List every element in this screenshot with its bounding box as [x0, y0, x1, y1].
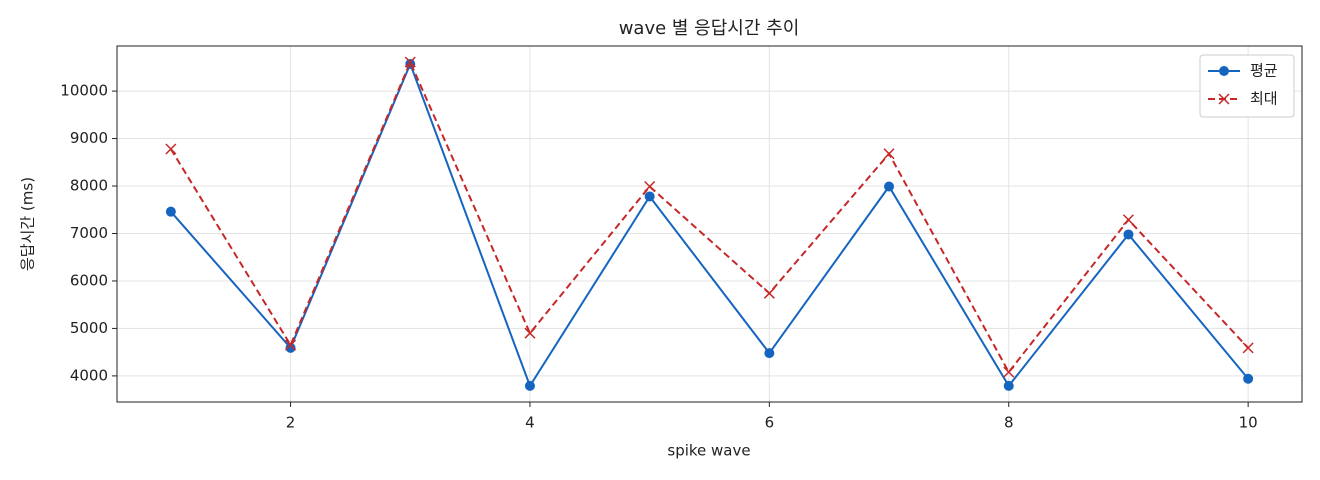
marker	[763, 287, 775, 299]
y-axis-label: 응답시간 (ms)	[19, 177, 37, 271]
marker	[884, 181, 895, 192]
legend-marker	[1218, 93, 1230, 105]
legend-label: 평균	[1250, 62, 1278, 80]
series-line	[170, 59, 1249, 374]
legend-label: 최대	[1250, 90, 1278, 108]
x-tick-label: 10	[1239, 414, 1258, 432]
legend-box	[1199, 54, 1295, 118]
legend-marker	[1219, 66, 1229, 76]
y-tick-label: 10000	[60, 82, 108, 100]
marker	[405, 59, 416, 70]
marker	[524, 380, 535, 391]
marker	[1123, 229, 1134, 240]
y-tick-label: 6000	[70, 271, 108, 289]
y-tick-label: 8000	[70, 177, 108, 195]
marker	[1003, 366, 1015, 378]
y-tick-label: 5000	[70, 319, 108, 337]
y-tick-label: 7000	[70, 224, 108, 242]
marker	[1243, 373, 1254, 384]
series-line	[170, 61, 1249, 389]
marker	[644, 180, 656, 193]
marker	[764, 348, 775, 359]
marker	[524, 327, 536, 339]
y-tick-label: 4000	[70, 366, 108, 384]
chart-title: wave 별 응답시간 추이	[619, 18, 800, 39]
marker	[404, 56, 416, 68]
marker	[165, 143, 177, 155]
y-tick-label: 9000	[70, 129, 108, 147]
x-axis-label: spike wave	[667, 442, 750, 460]
marker	[1122, 214, 1134, 226]
x-tick-label: 6	[765, 414, 775, 432]
marker	[285, 342, 296, 353]
x-tick-label: 4	[525, 414, 535, 432]
marker	[644, 191, 655, 202]
marker	[165, 206, 176, 217]
marker	[1003, 380, 1014, 391]
plot-frame	[116, 45, 1303, 403]
marker	[883, 148, 895, 160]
x-tick-label: 2	[286, 414, 296, 432]
x-tick-label: 8	[1004, 414, 1014, 432]
marker	[285, 339, 297, 351]
marker	[1242, 342, 1254, 354]
